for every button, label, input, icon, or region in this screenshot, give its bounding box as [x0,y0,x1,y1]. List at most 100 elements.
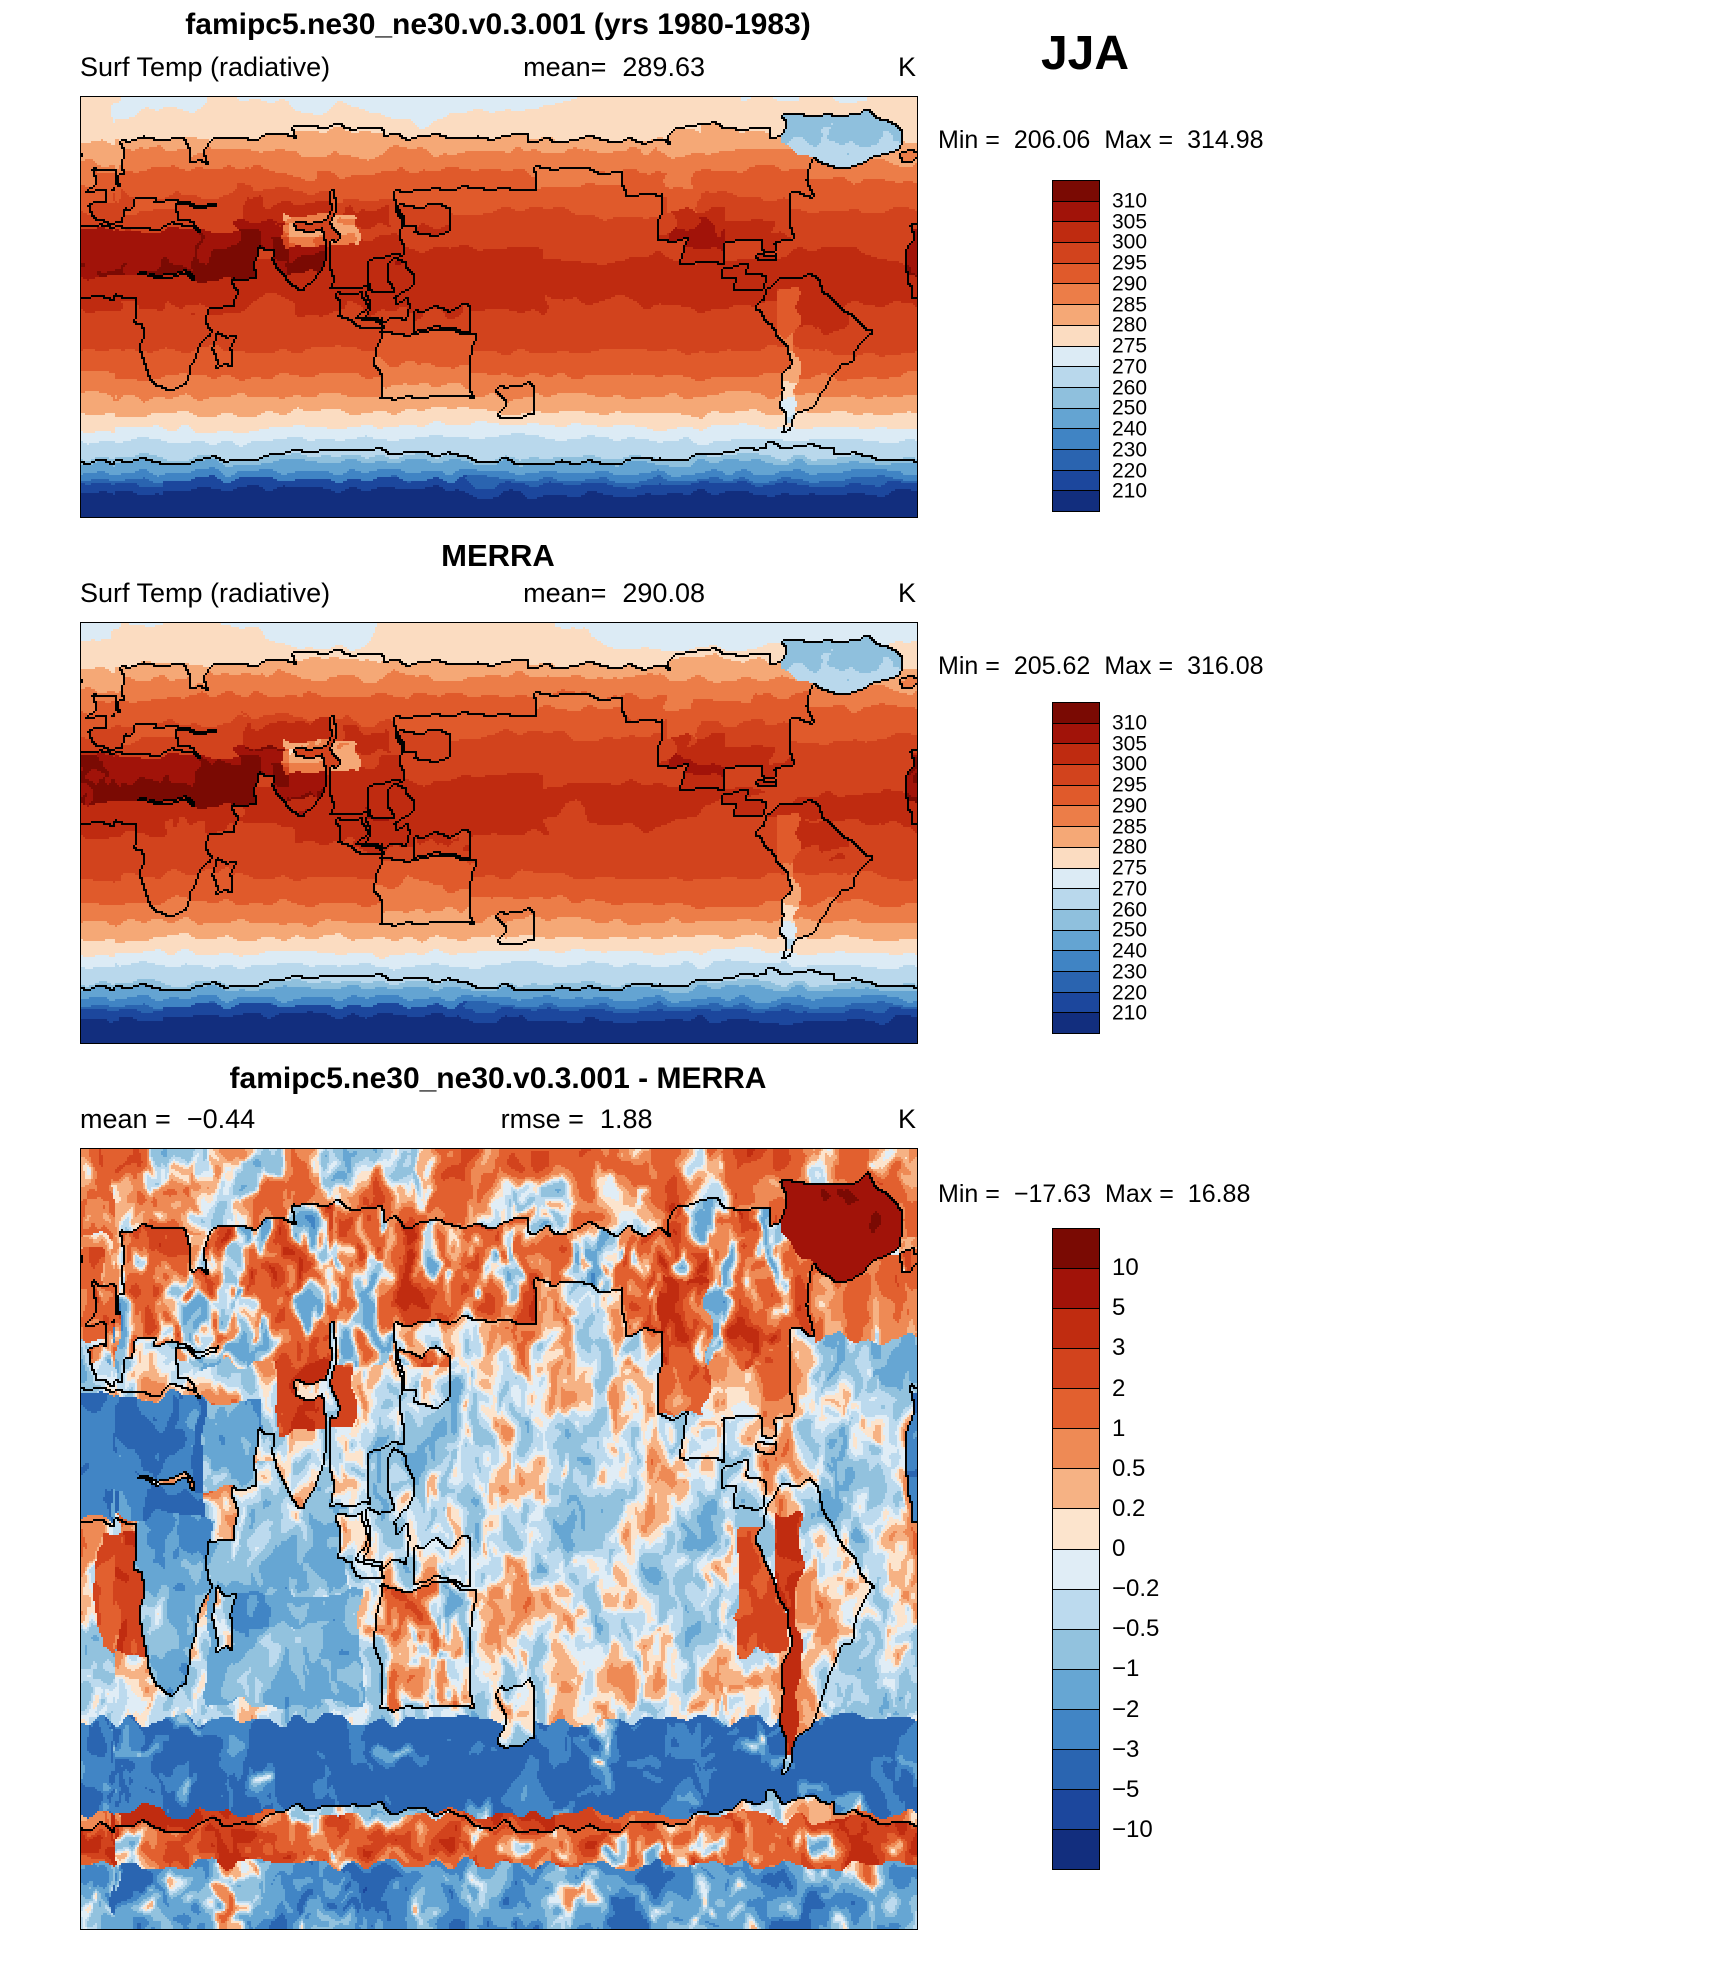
colorbar-segment [1052,448,1100,471]
diff-colorbar-swatches [1052,1228,1100,1870]
colorbar-tick-label: 240 [1112,939,1148,963]
diff-rmse-label: rmse = [500,1104,584,1134]
colorbar-segment [1052,1428,1100,1470]
colorbar-tick-label: −0.2 [1112,1575,1160,1603]
diff-temperature-map [80,1148,918,1930]
colorbar-tick-label: 210 [1112,479,1148,503]
colorbar-segment [1052,764,1100,786]
colorbar-tick-label: 270 [1112,877,1148,901]
colorbar-tick-label: 270 [1112,355,1148,379]
colorbar-tick-label: 310 [1112,189,1148,213]
colorbar-segment [1052,324,1100,347]
colorbar-segment [1052,242,1100,264]
obs-temperature-map [80,622,918,1044]
colorbar-tick-label: 10 [1112,1254,1139,1282]
colorbar-segment [1052,1548,1100,1590]
obs-field-label: Surf Temp (radiative) [80,578,331,608]
colorbar-segment [1052,180,1100,202]
colorbar-segment [1052,722,1100,745]
colorbar-tick-label: 5 [1112,1294,1126,1322]
model-min-value: 206.06 [1013,126,1091,154]
colorbar-tick-label: 305 [1112,732,1148,755]
colorbar-tick-label: 230 [1112,438,1148,462]
diff-max-value: 16.88 [1187,1180,1251,1208]
colorbar-tick-label: 285 [1112,815,1148,838]
colorbar-tick-label: −10 [1112,1815,1153,1843]
season-label: JJA [1040,27,1130,80]
diff-colorbar: 10 5 3 2 1 0.5 0.2 0 −0.2 −0.5 −1 −2 −3 −5 −10 [1052,1228,1222,1870]
colorbar-tick-label: 290 [1112,272,1148,296]
colorbar-segment [1052,345,1100,368]
colorbar-tick-label: 220 [1112,981,1148,1004]
colorbar-tick-label: −2 [1112,1695,1140,1723]
colorbar-tick-label: 3 [1112,1334,1126,1362]
colorbar-segment [1052,386,1100,409]
diff-minmax: Min = −17.63 Max = 16.88 [938,1180,1250,1209]
colorbar-segment [1052,1668,1100,1710]
colorbar-tick-label: 2 [1112,1374,1126,1402]
diff-mean-label: mean = [80,1104,171,1134]
diff-units-label: K [897,1104,916,1134]
colorbar-tick-label: 275 [1112,856,1148,880]
obs-mean-stat: mean= 290.08 [523,578,705,609]
colorbar-segment [1052,867,1100,890]
obs-units-label: K [897,578,916,608]
colorbar-segment [1052,366,1100,388]
model-colorbar: 310 305 300 295 290 285 280 275 270 260 250 240 230 2… [1052,180,1222,512]
colorbar-segment [1052,1508,1100,1550]
obs-stats-row: Surf Temp (radiative) mean= 290.08 K [80,578,916,609]
colorbar-tick-label: 220 [1112,459,1148,482]
colorbar-tick-label: 275 [1112,334,1148,358]
model-max-label: Max = [1104,126,1174,154]
colorbar-tick-label: 260 [1112,898,1148,921]
colorbar-segment [1052,743,1100,766]
colorbar-segment [1052,1308,1100,1350]
colorbar-segment [1052,469,1100,492]
obs-title: MERRA [441,538,555,573]
colorbar-tick-label: 290 [1112,794,1148,818]
colorbar-segment [1052,1828,1100,1870]
colorbar-segment [1052,1788,1100,1830]
colorbar-tick-label: −3 [1112,1735,1140,1763]
obs-min-label: Min = [938,652,1000,680]
model-mean-label: mean= [523,52,607,82]
colorbar-segment [1052,1708,1100,1750]
colorbar-tick-label: 310 [1112,711,1148,735]
colorbar-tick-label: 250 [1112,396,1148,420]
colorbar-tick-label: 280 [1112,313,1148,337]
colorbar-segment [1052,200,1100,223]
colorbar-tick-label: 0.5 [1112,1454,1146,1482]
colorbar-segment [1052,1588,1100,1630]
diff-stats-row: mean = −0.44 rmse = 1.88 K [80,1104,916,1135]
colorbar-segment [1052,970,1100,993]
colorbar-segment [1052,991,1100,1014]
model-units-label: K [897,52,916,82]
colorbar-tick-label: 295 [1112,773,1148,797]
colorbar-segment [1052,1268,1100,1310]
colorbar-segment [1052,784,1100,807]
colorbar-segment [1052,1388,1100,1430]
model-stats-row: Surf Temp (radiative) mean= 289.63 K [80,52,916,83]
obs-colorbar-swatches [1052,702,1100,1034]
diff-rmse-stat: rmse = 1.88 [501,1104,653,1135]
colorbar-segment [1052,283,1100,306]
colorbar-tick-label: 0.2 [1112,1494,1146,1522]
colorbar-tick-label: 300 [1112,230,1148,254]
colorbar-tick-label: 240 [1112,417,1148,441]
colorbar-tick-label: 285 [1112,293,1148,316]
model-mean-stat: mean= 289.63 [523,52,705,83]
colorbar-segment [1052,221,1100,244]
obs-min-value: 205.62 [1013,652,1091,680]
obs-mean-value: 290.08 [622,578,705,608]
colorbar-tick-label: 305 [1112,210,1148,233]
diff-min-label: Min = [938,1180,1000,1208]
colorbar-segment [1052,702,1100,724]
colorbar-segment [1052,428,1100,450]
colorbar-tick-label: 295 [1112,251,1148,275]
colorbar-segment [1052,1228,1100,1270]
colorbar-tick-label: −5 [1112,1775,1140,1803]
obs-minmax: Min = 205.62 Max = 316.08 [938,652,1264,681]
colorbar-segment [1052,950,1100,972]
colorbar-tick-label: 300 [1112,752,1148,776]
